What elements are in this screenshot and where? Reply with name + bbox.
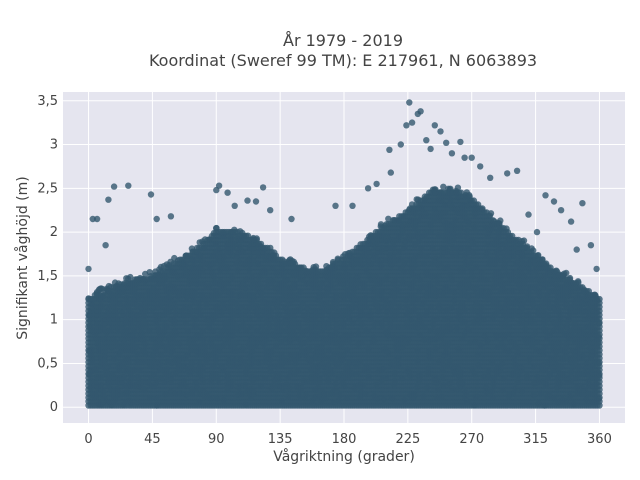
scatter-point	[454, 184, 462, 191]
data-points	[85, 99, 603, 409]
scatter-point	[142, 270, 149, 278]
scatter-point	[96, 285, 104, 293]
